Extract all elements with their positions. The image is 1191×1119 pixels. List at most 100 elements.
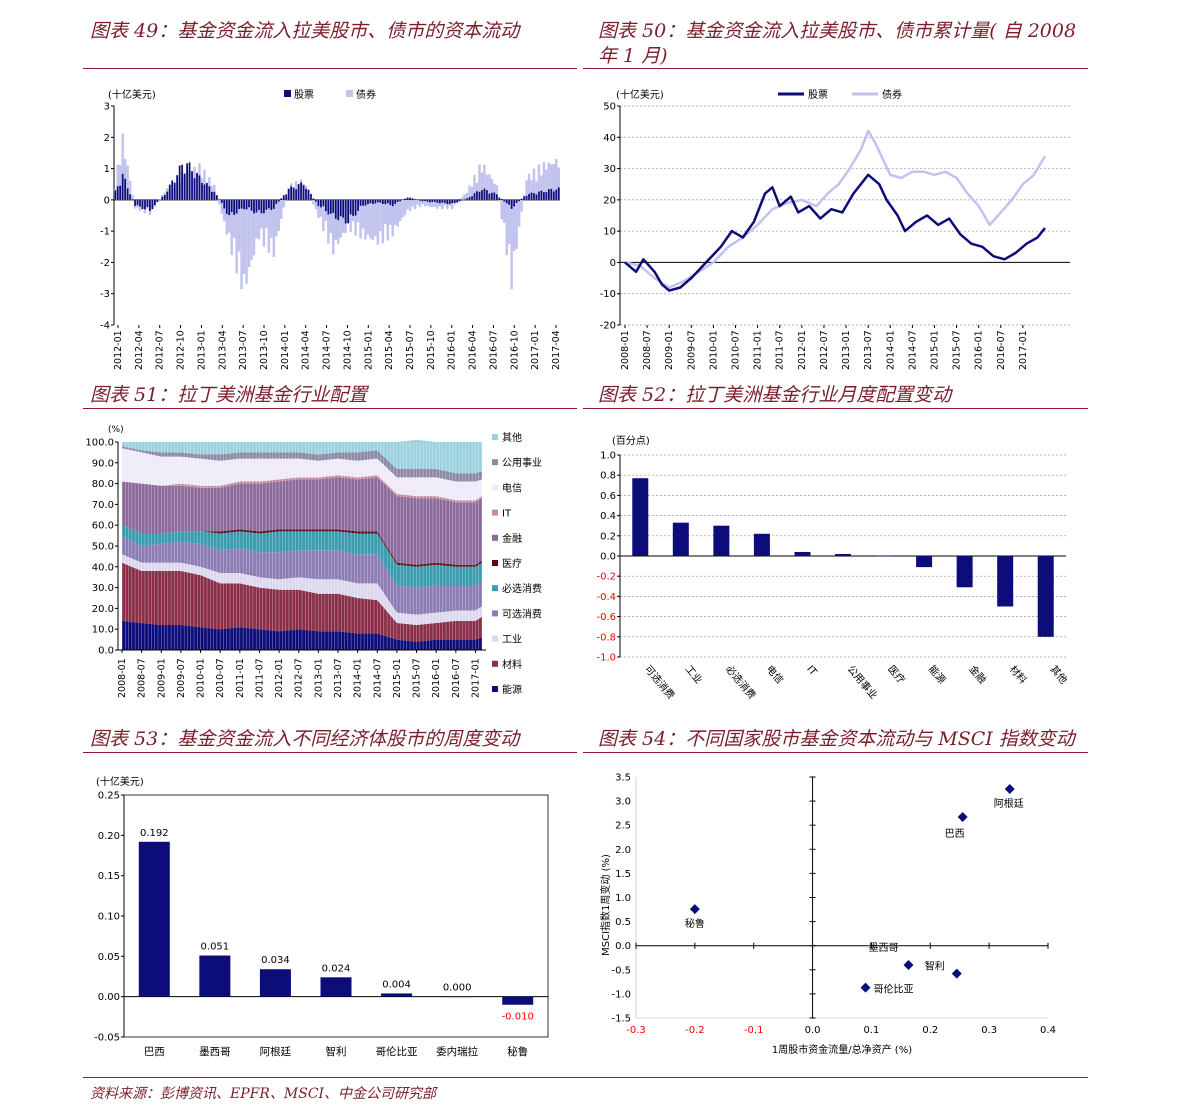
chart49-bar-equity	[429, 199, 431, 203]
chart51-xtick: 2011-07	[254, 658, 265, 698]
chart49-bar-bond	[158, 198, 162, 200]
chart52-bar	[632, 478, 649, 556]
chart49-bar-equity	[379, 199, 382, 203]
chart53-bar	[502, 996, 534, 1005]
chart49-xtick: 2012-10	[176, 330, 187, 370]
chart49-bar-bond	[428, 199, 432, 207]
chart51-area-其他	[122, 439, 482, 474]
chart49-bar-equity	[535, 194, 538, 200]
chart49-bar-equity	[339, 199, 342, 217]
chart49-bar-equity	[260, 199, 263, 214]
chart52-ytick: -0.8	[596, 632, 616, 643]
chart50-ytick: 10	[603, 227, 616, 238]
chart49-legend-swatch-bond	[346, 90, 353, 97]
chart49-ytick: 2	[104, 133, 110, 144]
chart50-xtick: 2012-07	[819, 330, 830, 370]
chart49-bar-equity	[186, 163, 188, 200]
chart54-point	[951, 968, 962, 979]
chart49-bar-equity	[389, 199, 392, 205]
chart49-bar-bond	[126, 165, 129, 200]
chart54-point	[860, 982, 871, 993]
chart54-xtick: -0.2	[685, 1025, 705, 1036]
chart52-xtick: 可选消费	[642, 663, 678, 702]
chart53-ytick: 0.20	[98, 831, 120, 842]
chart49-bar-bond	[401, 199, 404, 218]
chart49-bar-bond	[393, 199, 397, 225]
chart49-bar-equity	[168, 184, 171, 200]
chart51-legend-label: IT	[502, 509, 512, 520]
chart51-legend-swatch	[492, 560, 498, 566]
chart49-bar-equity	[409, 197, 411, 200]
chart49-bar-bond	[319, 199, 323, 217]
chart49-bar-bond	[225, 199, 228, 235]
chart49-bar-bond	[327, 199, 330, 244]
chart51-xtick: 2008-07	[137, 658, 148, 698]
chart49-bar-bond	[515, 199, 518, 250]
chart49-bar-equity	[280, 198, 283, 200]
chart50-title-line2: 年 1 月)	[598, 45, 668, 67]
chart49-bar-bond	[257, 199, 261, 240]
chart50-xtick: 2015-01	[929, 330, 940, 370]
chart52-xtick: 材料	[1007, 663, 1030, 687]
chart49-bar-equity	[426, 199, 429, 202]
chart49-bar-equity	[555, 189, 558, 200]
chart49-bar-bond	[349, 199, 352, 233]
chart49-bar-bond	[314, 199, 318, 210]
chart52-xtick: 医疗	[885, 663, 908, 687]
chart50-line-equity	[624, 173, 1046, 292]
chart49-bar-bond	[500, 199, 504, 220]
chart51-xtick: 2011-01	[235, 658, 246, 698]
chart49-bar-equity	[270, 199, 273, 210]
chart49-bar-equity	[166, 191, 169, 200]
chart50-xtick: 2016-07	[996, 330, 1007, 370]
chart49-bar-bond	[527, 173, 531, 200]
chart49-bar-equity	[481, 190, 483, 200]
chart49-bar-equity	[248, 199, 250, 208]
chart49-bar-equity	[533, 193, 535, 200]
chart49-bar-equity	[253, 199, 255, 214]
chart49-xtick: 2013-07	[238, 330, 249, 370]
chart49-bar-equity	[250, 199, 253, 211]
chart52-bar	[997, 556, 1014, 607]
chart49-bar-equity	[310, 193, 312, 200]
chart49-xtick: 2013-04	[217, 330, 228, 370]
chart49-bar-equity	[543, 192, 545, 200]
chart49-bar-equity	[208, 186, 211, 200]
chart49-bar-bond	[384, 199, 387, 225]
chart54-ytick: 1.0	[615, 893, 631, 904]
chart49-bar-equity	[302, 185, 305, 200]
chart49-bar-equity	[196, 173, 198, 200]
chart49-bar-bond	[275, 199, 278, 237]
chart49-bar-bond	[242, 199, 246, 274]
chart50-xtick: 2014-01	[885, 330, 896, 370]
chart49-xtick: 2012-07	[155, 330, 166, 370]
chart49-bar-equity	[540, 190, 543, 200]
chart49-bar-bond	[245, 199, 248, 284]
chart54-point-label: 阿根廷	[994, 797, 1024, 810]
chart50-title-rule	[583, 68, 1088, 69]
chart49-bar-equity	[141, 199, 144, 210]
chart49-bar-bond	[423, 199, 427, 207]
chart49-bar-equity	[495, 194, 498, 200]
chart54-flow-vs-msci: 3.5 3.0 2.5 2.0 1.5 1.0 0.5 0.0 -0.5 -1.0 -1.5-0.3…	[599, 773, 1056, 1057]
chart49-bar-bond	[356, 199, 360, 223]
chart49-bar-bond	[463, 194, 466, 200]
chart49-bar-bond	[223, 199, 226, 221]
chart54-point	[689, 904, 700, 915]
chart49-bar-bond	[535, 181, 538, 200]
chart49-bar-equity	[471, 196, 473, 200]
chart49-bar-bond	[312, 199, 315, 205]
chart52-bar	[875, 555, 892, 557]
chart49-xtick: 2016-01	[447, 330, 458, 370]
chart49-bar-equity	[515, 199, 518, 203]
chart51-xtick: 2013-07	[333, 658, 344, 698]
chart54-ytick: 0.5	[615, 917, 631, 928]
chart51-xtick: 2017-01	[470, 658, 481, 698]
chart52-bar	[753, 533, 770, 556]
chart49-bar-bond	[408, 199, 412, 212]
chart54-ytick: 1.5	[615, 869, 631, 880]
chart49-bar-bond	[118, 165, 122, 200]
chart49-bar-equity	[191, 171, 193, 200]
chart49-bar-equity	[352, 199, 354, 216]
